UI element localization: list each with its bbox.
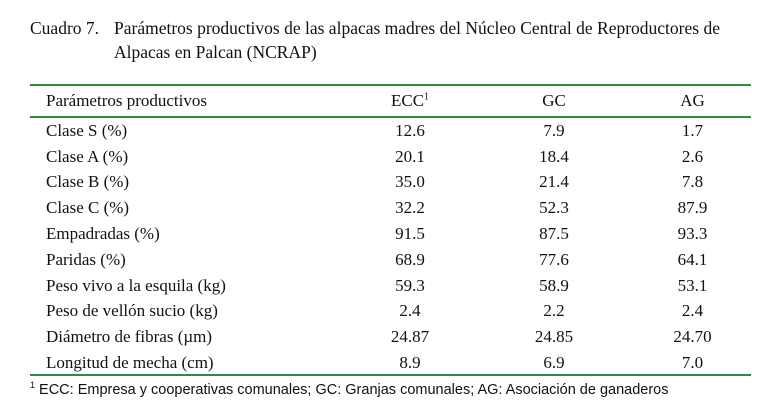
footnote-marker: 1 <box>30 380 36 391</box>
table-caption: Cuadro 7. Parámetros productivos de las … <box>30 16 760 64</box>
cell-ag: 2.6 <box>681 146 704 166</box>
footnote-text: ECC: Empresa y cooperativas comunales; G… <box>35 382 669 398</box>
cell-ecc: 2.4 <box>399 301 421 321</box>
table-row: Peso de vellón sucio (kg) 2.4 2.2 2.4 <box>30 299 751 325</box>
cell-ag: 24.70 <box>673 327 712 347</box>
header-ecc: ECC1 <box>346 86 474 116</box>
cell-ag: 93.3 <box>677 224 708 244</box>
table-top-rule <box>30 84 751 86</box>
cell-gc: 87.5 <box>539 224 569 244</box>
cell-gc: 52.3 <box>539 198 569 218</box>
cell-ag: 1.7 <box>681 120 704 140</box>
cell-ag: 53.1 <box>677 275 708 295</box>
row-label: Clase C (%) <box>46 198 130 218</box>
row-label: Diámetro de fibras (µm) <box>46 327 213 347</box>
cell-ecc: 8.9 <box>399 353 421 373</box>
cell-gc: 18.4 <box>539 146 569 166</box>
table-row: Clase S (%) 12.6 7.9 1.7 <box>30 116 751 144</box>
row-label: Peso vivo a la esquila (kg) <box>46 275 226 295</box>
table-row: Clase B (%) 35.0 21.4 7.8 <box>30 170 751 196</box>
cell-ecc: 20.1 <box>395 146 425 166</box>
cell-ecc: 91.5 <box>395 224 425 244</box>
table-footnote: 1 ECC: Empresa y cooperativas comunales;… <box>30 380 770 400</box>
row-label: Clase A (%) <box>46 146 129 166</box>
cell-ecc: 35.0 <box>395 172 425 192</box>
caption-title: Parámetros productivos de las alpacas ma… <box>114 18 720 62</box>
table-row: Clase A (%) 20.1 18.4 2.6 <box>30 144 751 170</box>
table-row: Peso vivo a la esquila (kg) 59.3 58.9 53… <box>30 273 751 299</box>
table-row: Paridas (%) 68.9 77.6 64.1 <box>30 247 751 273</box>
table-row: Empadradas (%) 91.5 87.5 93.3 <box>30 221 751 247</box>
table-header-rule <box>30 116 751 118</box>
data-table: Parámetros productivos ECC1 GC AG Clase … <box>30 86 751 376</box>
cell-gc: 58.9 <box>539 275 569 295</box>
cell-ag: 7.0 <box>681 353 704 373</box>
table-bottom-rule <box>30 374 751 376</box>
table-row: Clase C (%) 32.2 52.3 87.9 <box>30 195 751 221</box>
row-label: Clase B (%) <box>46 172 130 192</box>
header-ecc-footnote-marker: 1 <box>424 91 430 103</box>
row-label: Peso de vellón sucio (kg) <box>46 301 218 321</box>
cell-ag: 64.1 <box>677 249 708 269</box>
caption-label: Cuadro 7. <box>30 18 100 38</box>
cell-ag: 7.8 <box>681 172 704 192</box>
cell-ecc: 68.9 <box>395 249 425 269</box>
table-header-row: Parámetros productivos ECC1 GC AG <box>30 86 751 116</box>
table-row: Diámetro de fibras (µm) 24.87 24.85 24.7… <box>30 324 751 350</box>
header-ag: AG <box>680 91 705 110</box>
header-ecc-label: ECC <box>390 91 425 110</box>
cell-gc: 7.9 <box>543 120 565 140</box>
cell-ecc: 59.3 <box>395 275 425 295</box>
cell-gc: 21.4 <box>539 172 569 192</box>
row-label: Empadradas (%) <box>46 224 160 244</box>
cell-gc: 77.6 <box>539 249 569 269</box>
cell-ag: 87.9 <box>677 198 708 218</box>
cell-ag: 2.4 <box>681 301 704 321</box>
row-label: Paridas (%) <box>46 249 126 269</box>
cell-gc: 24.85 <box>534 327 574 347</box>
cell-gc: 6.9 <box>543 353 565 373</box>
header-parameter: Parámetros productivos <box>46 91 207 110</box>
cell-ecc: 32.2 <box>395 198 425 218</box>
cell-gc: 2.2 <box>543 301 565 321</box>
cell-ecc: 12.6 <box>395 120 425 140</box>
row-label: Longitud de mecha (cm) <box>46 353 214 373</box>
table-row: Longitud de mecha (cm) 8.9 6.9 7.0 <box>30 350 751 376</box>
row-label: Clase S (%) <box>46 120 128 140</box>
cell-ecc: 24.87 <box>390 327 430 347</box>
header-gc: GC <box>542 91 566 110</box>
